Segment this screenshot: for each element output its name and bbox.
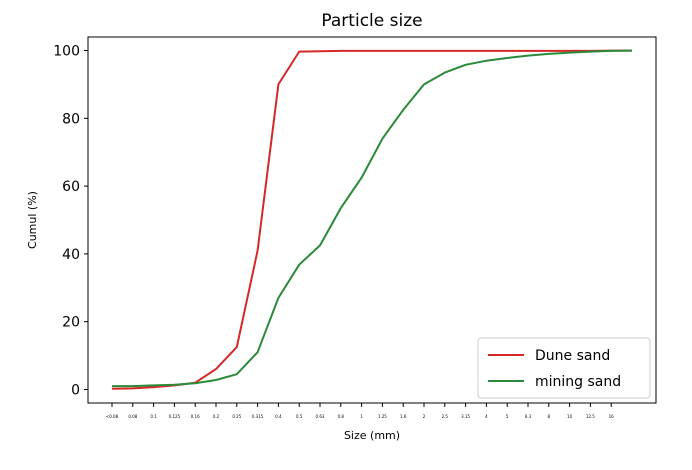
x-axis: <0.08 0.08 0.1 0.125 0.16 0.2 0.25 0.315 0.4 0.5 0… [106,403,614,419]
x-tick-label: 10 [567,414,573,419]
x-tick-label: 0.4 [275,414,282,419]
series-line-dune-sand [111,49,632,390]
x-tick-label: 3.15 [461,414,470,419]
x-tick-label: 5 [506,414,509,419]
x-tick-label: 0.63 [316,414,325,419]
y-tick-label: 40 [62,247,80,263]
x-tick-label: 0.08 [128,414,137,419]
x-tick-label: 1.6 [400,414,407,419]
series-line-mining-sand [112,49,633,388]
legend-label-dune-sand: Dune sand [535,348,610,364]
x-tick-label: 2.5 [442,414,449,419]
x-tick-label: 16 [609,414,615,419]
y-tick-label: 20 [62,315,80,331]
x-tick-label: 0.315 [252,414,264,419]
x-tick-label: 1.25 [378,414,387,419]
x-tick-label: <0.08 [106,414,119,419]
x-tick-label: 0.1 [150,414,157,419]
x-tick-label: 0.125 [169,414,181,419]
x-tick-label: 0.8 [338,414,345,419]
x-tick-label: 0.25 [232,414,241,419]
y-tick-label: 100 [53,44,80,60]
plot-area [87,36,657,404]
x-tick-label: 0.5 [296,414,303,419]
legend: Dune sand mining sand [477,337,651,399]
x-tick-label: 8 [548,414,551,419]
chart-title: Particle size [321,11,422,31]
y-axis-label: Cumul (%) [26,191,39,249]
y-axis: 0 20 40 60 80 100 [53,44,88,398]
x-axis-label: Size (mm) [344,429,400,442]
legend-label-mining-sand: mining sand [535,374,621,390]
x-tick-label: 2 [423,414,426,419]
x-tick-label: 12.5 [586,414,595,419]
x-tick-label: 6.3 [525,414,532,419]
y-tick-label: 0 [71,382,80,398]
legend-box [477,337,651,399]
x-tick-label: 0.16 [191,414,200,419]
x-tick-label: 4 [485,414,488,419]
series-layer [111,49,633,390]
x-tick-label: 1 [360,414,363,419]
x-tick-label: 0.2 [213,414,220,419]
y-tick-label: 60 [62,179,80,195]
y-tick-label: 80 [62,111,80,127]
